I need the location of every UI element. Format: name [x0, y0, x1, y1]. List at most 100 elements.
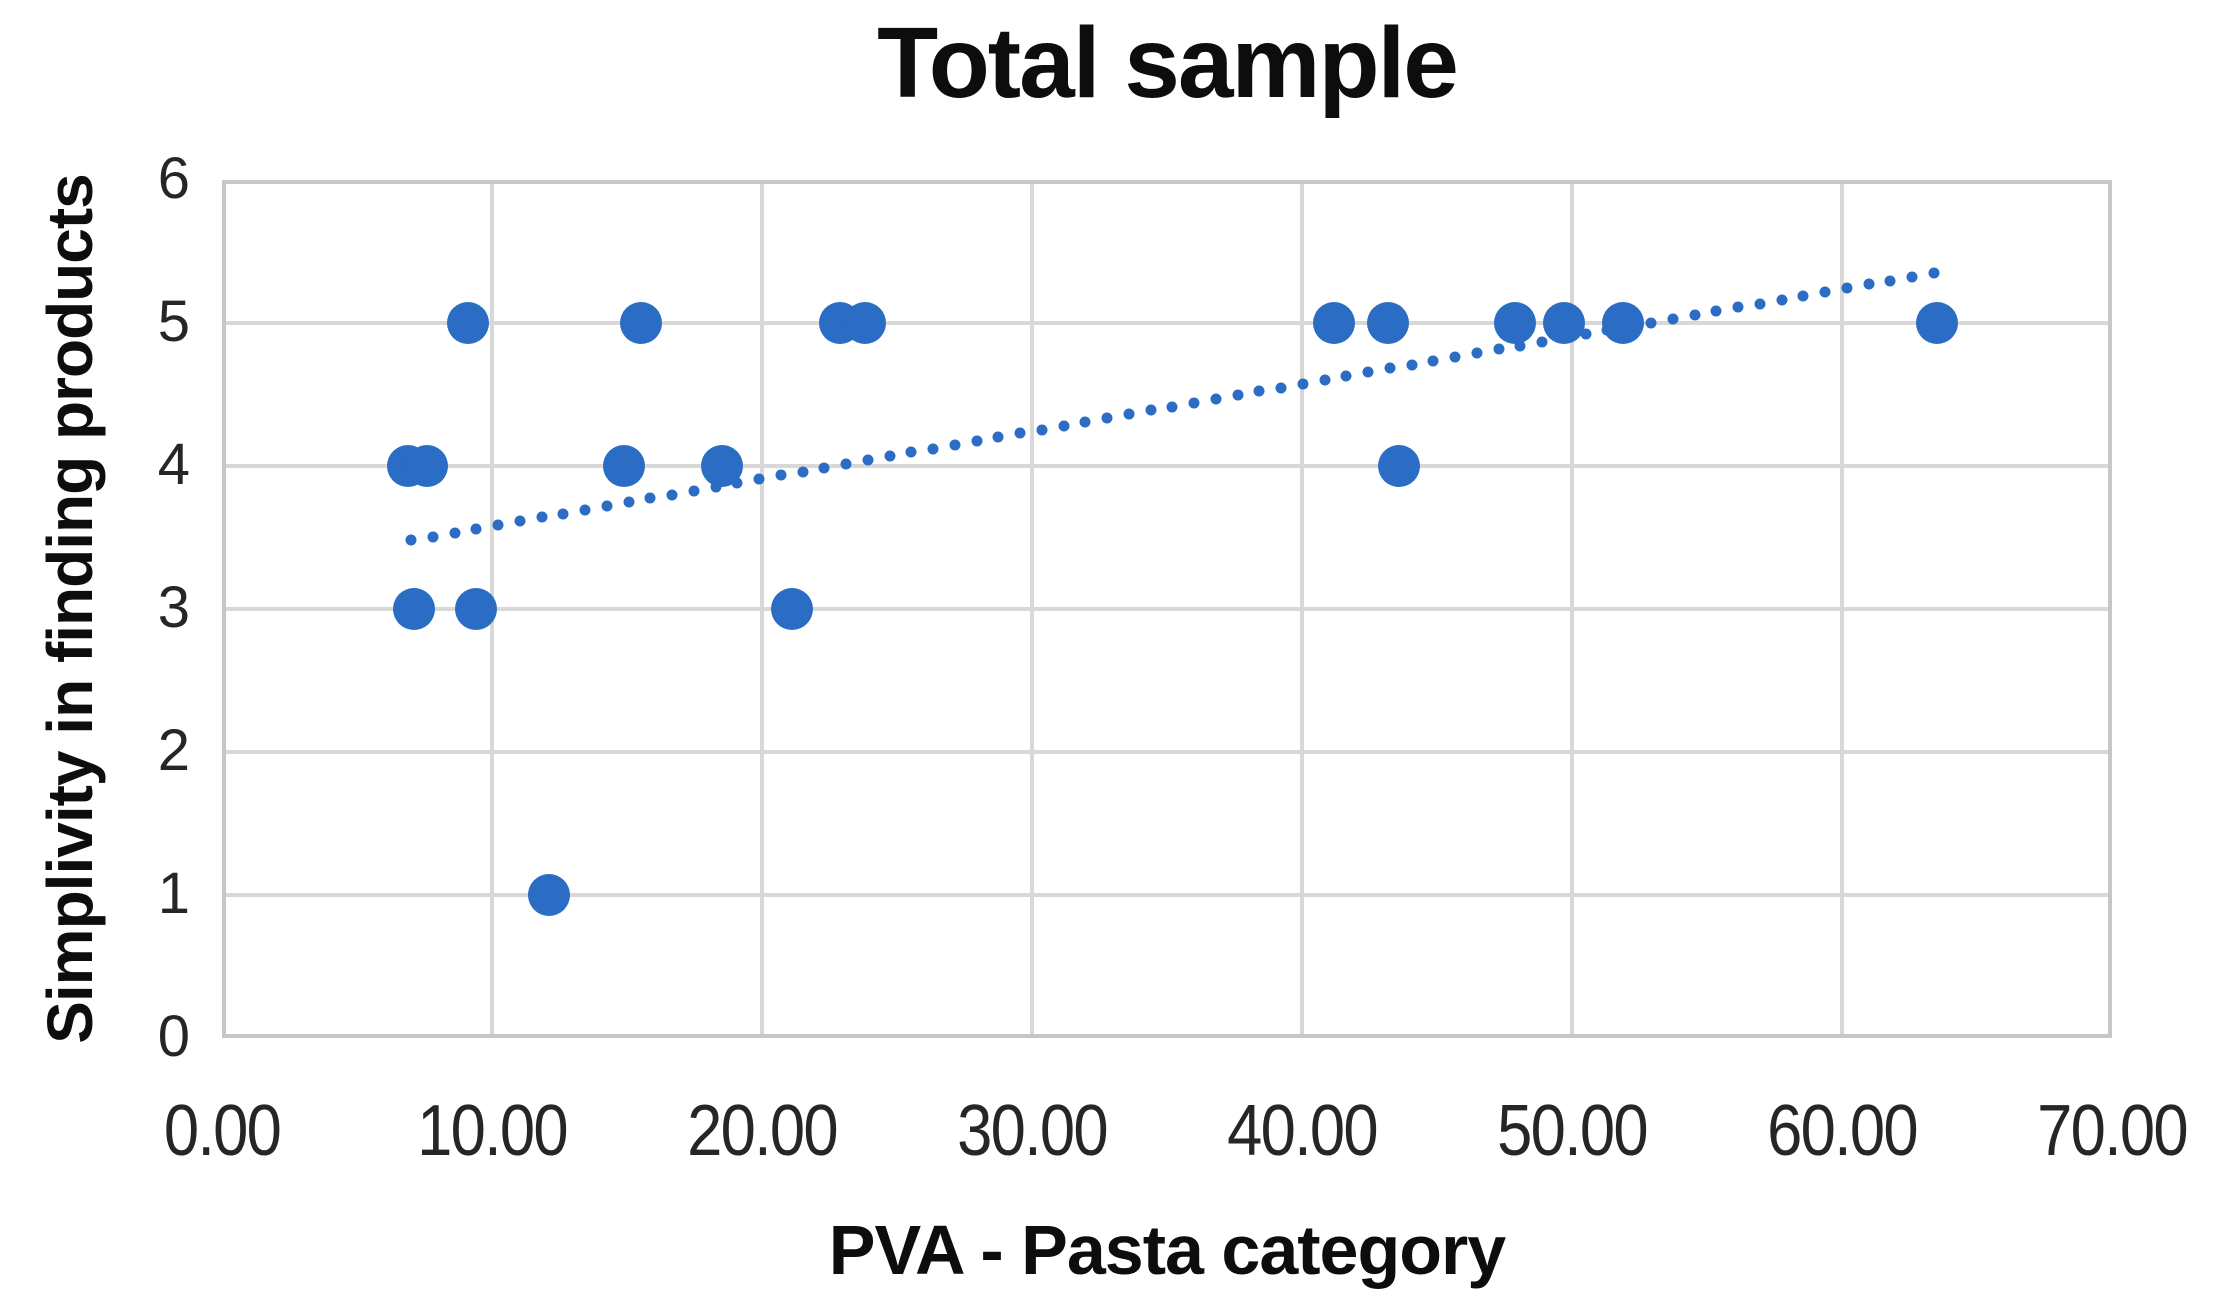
x-tick-label: 10.00 [417, 1091, 569, 1171]
y-tick-label: 0 [157, 1004, 190, 1070]
trendline-dot [1058, 420, 1070, 432]
trendline-dot [579, 504, 591, 516]
trendline-dot [1232, 389, 1244, 401]
trendline-dot [1188, 397, 1200, 409]
trendline-dot [1819, 286, 1831, 298]
trendline-dot [710, 481, 722, 493]
trendline-dot [1689, 309, 1700, 321]
trendline-dot [1340, 370, 1352, 382]
trendline-dot [1536, 336, 1548, 348]
gridline-horizontal [222, 464, 2112, 468]
y-tick-label: 3 [157, 575, 190, 641]
trendline-dot [514, 515, 526, 527]
trendline-dot [1123, 408, 1135, 420]
trendline-dot [1928, 267, 1940, 279]
data-point [454, 588, 497, 630]
trendline-dot [1275, 382, 1287, 394]
trendline-dot [601, 500, 613, 512]
trendline-dot [1427, 355, 1439, 367]
trendline-dot [862, 454, 874, 466]
trendline-dot [470, 523, 482, 535]
data-point [1542, 302, 1585, 344]
trendline-dot [1710, 305, 1722, 317]
data-point [1367, 302, 1410, 344]
x-tick-label: 60.00 [1767, 1091, 1919, 1171]
data-point [1915, 302, 1958, 344]
x-axis-title: PVA - Pasta category [828, 1211, 1506, 1289]
trendline-dot [1384, 362, 1396, 374]
data-point [527, 874, 570, 916]
trendline-dot [1732, 301, 1744, 313]
x-tick-label: 40.00 [1227, 1091, 1379, 1171]
trendline-dot [992, 431, 1004, 443]
trendline-dot [1319, 374, 1331, 386]
trendline-dot [1580, 328, 1592, 340]
y-tick-label: 6 [157, 146, 190, 212]
trendline-dot [1906, 271, 1918, 283]
trendline-dot [1449, 351, 1461, 363]
trendline-dot [1863, 278, 1875, 290]
data-point [406, 445, 449, 487]
data-point [1313, 302, 1356, 344]
trendline-dot [644, 492, 656, 504]
trendline-dot [1493, 343, 1505, 355]
trendline-dot [1754, 298, 1766, 309]
gridline-horizontal [222, 750, 2112, 754]
trendline-dot [1145, 404, 1157, 416]
data-point [619, 302, 662, 344]
trendline-dot [731, 477, 743, 489]
trendline-dot [1406, 359, 1418, 371]
data-point [1378, 445, 1421, 487]
trendline-dot [536, 511, 548, 523]
trendline-dot [797, 466, 809, 478]
trendline-dot [1036, 424, 1048, 436]
trendline-dot [840, 458, 852, 470]
trendline-dot [1471, 347, 1483, 359]
data-point [1602, 302, 1645, 344]
data-point [843, 302, 886, 344]
trendline-dot [1362, 366, 1374, 378]
x-tick-label: 70.00 [2037, 1091, 2189, 1171]
gridline-horizontal [222, 321, 2112, 325]
trendline-dot [1645, 317, 1657, 329]
plot-area [222, 180, 2112, 1038]
y-tick-label: 1 [157, 861, 190, 927]
data-point [603, 445, 646, 487]
trendline-dot [1776, 294, 1788, 306]
trendline-dot [492, 519, 504, 531]
trendline-dot [884, 450, 896, 462]
trendline-dot [775, 469, 787, 481]
trendline-dot [927, 443, 939, 455]
y-tick-label: 5 [157, 289, 190, 355]
data-point [700, 445, 743, 487]
data-point [770, 588, 813, 630]
trendline-dot [1297, 378, 1309, 390]
trendline-dot [1079, 416, 1091, 428]
trendline-dot [1797, 290, 1809, 302]
trendline-dot [405, 534, 417, 546]
trendline-dot [905, 446, 917, 458]
data-point [392, 588, 435, 630]
trendline-dot [623, 496, 635, 508]
trendline-dot [427, 531, 439, 543]
trendline-dot [1514, 340, 1526, 352]
trendline-dot [1841, 282, 1853, 294]
trendline-dot [449, 527, 460, 539]
y-tick-label: 2 [157, 718, 190, 784]
trendline-dot [949, 439, 961, 451]
y-tick-label: 4 [157, 432, 190, 498]
trendline-dot [688, 485, 700, 497]
x-tick-label: 20.00 [687, 1091, 839, 1171]
gridline-horizontal [222, 893, 2112, 897]
x-tick-label: 30.00 [957, 1091, 1109, 1171]
trendline-dot [1101, 412, 1113, 424]
trendline-dot [1884, 275, 1896, 287]
trendline-dot [753, 473, 765, 485]
trendline-dot [1253, 385, 1265, 397]
trendline-dot [666, 489, 678, 501]
trendline-dot [1014, 427, 1026, 439]
trendline-dot [1166, 401, 1178, 413]
trendline-dot [557, 508, 569, 520]
trendline-dot [1667, 313, 1679, 325]
